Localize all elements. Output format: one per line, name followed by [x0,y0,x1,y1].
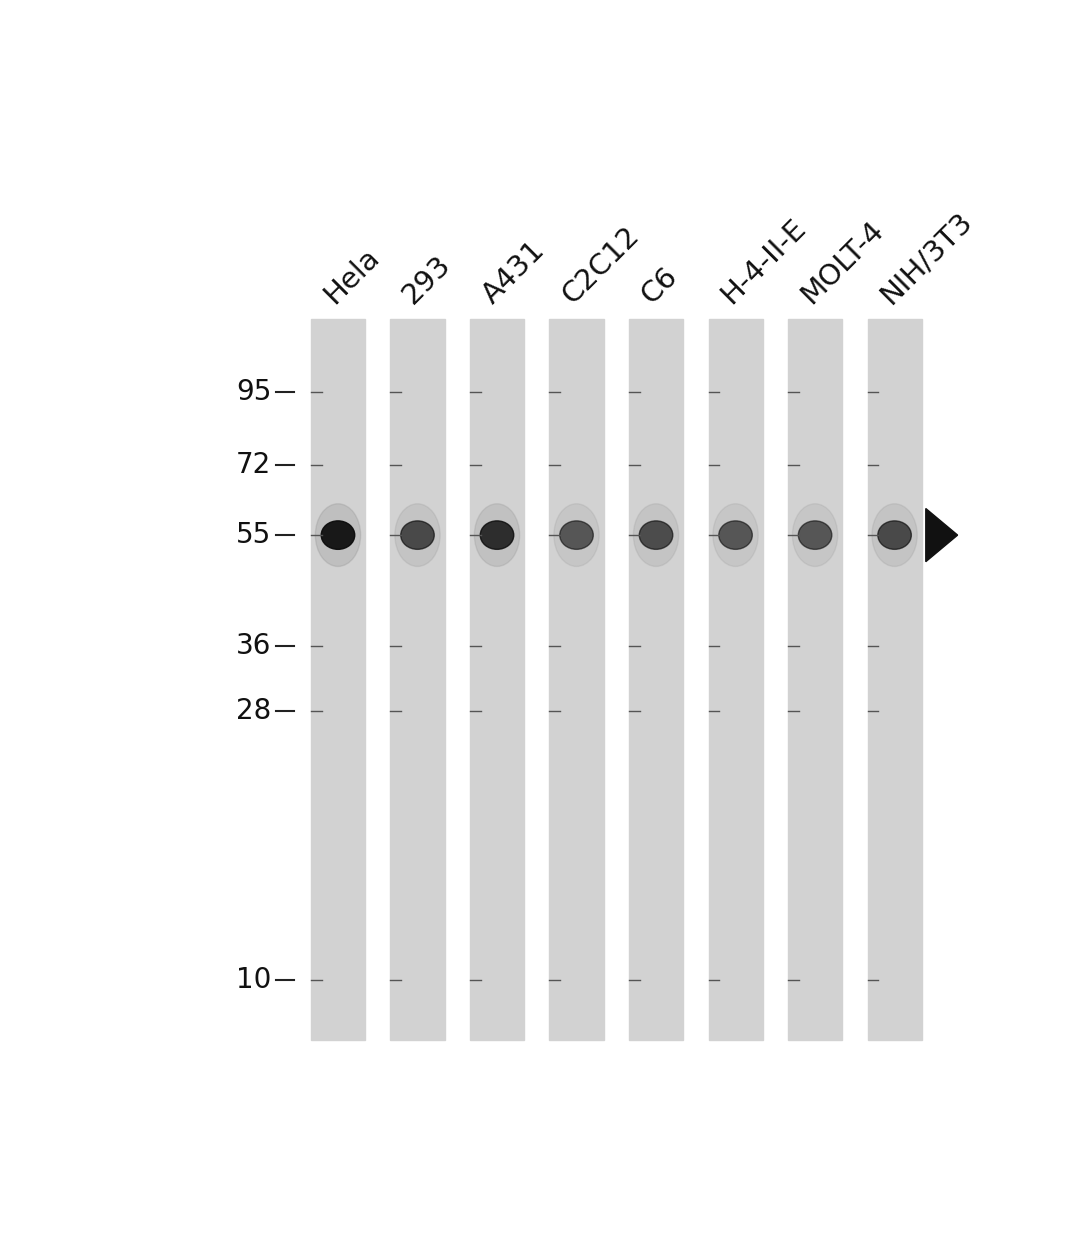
Ellipse shape [321,520,354,550]
Text: H-4-II-E: H-4-II-E [716,213,811,309]
Ellipse shape [719,520,753,550]
Bar [867,319,921,1041]
Bar [391,319,445,1041]
Ellipse shape [474,504,519,566]
Ellipse shape [559,520,593,550]
Ellipse shape [793,504,838,566]
Ellipse shape [315,504,361,566]
Text: MOLT-4: MOLT-4 [795,216,889,309]
Text: 293: 293 [397,250,457,309]
Ellipse shape [481,520,514,550]
Ellipse shape [872,504,917,566]
Ellipse shape [713,504,758,566]
Text: 55: 55 [237,522,271,549]
Polygon shape [926,508,958,562]
Ellipse shape [633,504,678,566]
Ellipse shape [395,504,441,566]
Bar [470,319,524,1041]
Text: NIH/3T3: NIH/3T3 [875,207,977,309]
Text: C2C12: C2C12 [556,222,645,309]
Ellipse shape [554,504,599,566]
Ellipse shape [639,520,673,550]
Text: C6: C6 [636,263,684,309]
Bar [311,319,365,1041]
Text: 72: 72 [237,451,271,478]
Bar [788,319,842,1041]
Text: 36: 36 [237,631,271,660]
Ellipse shape [878,520,912,550]
Ellipse shape [798,520,832,550]
Text: 10: 10 [237,967,271,994]
Ellipse shape [401,520,434,550]
Text: 28: 28 [237,698,271,725]
Text: 95: 95 [237,379,271,407]
Bar [550,319,604,1041]
Bar [629,319,683,1041]
Text: Hela: Hela [319,243,384,309]
Text: A431: A431 [477,236,551,309]
Bar [708,319,762,1041]
